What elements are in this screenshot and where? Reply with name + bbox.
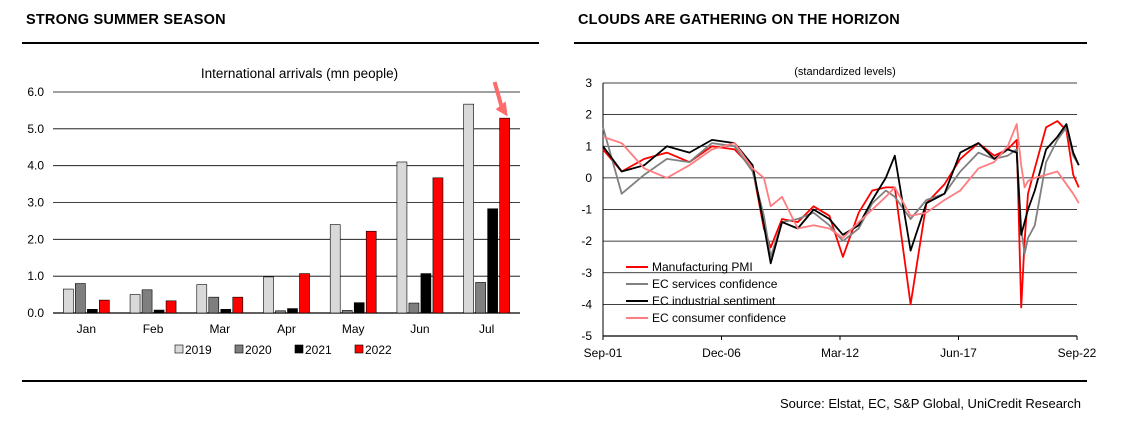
- right-panel-title: CLOUDS ARE GATHERING ON THE HORIZON: [578, 12, 900, 28]
- y-tick-label: 2.0: [27, 232, 44, 246]
- y-tick-label: 0.0: [27, 306, 44, 320]
- bar-2020-Jan: [75, 283, 86, 314]
- line-chart-subtitle: (standardized levels): [794, 66, 896, 78]
- bar-2020-Jun: [408, 302, 420, 314]
- bar-2020-Mar: [208, 296, 220, 314]
- bar-2022-May: [365, 230, 377, 314]
- annotation-arrow-head: [495, 101, 508, 117]
- y-tick-label: -1: [581, 203, 592, 217]
- legend-label-2020: 2020: [245, 343, 272, 357]
- series-line-manufacturing-pmi: [602, 120, 1080, 309]
- bar-2022-Jun: [432, 177, 444, 314]
- bar-2021-Feb: [153, 309, 165, 314]
- bar-2020-May: [341, 310, 353, 314]
- y-tick-label: -2: [581, 234, 592, 248]
- y-tick-label: 1.0: [27, 269, 44, 283]
- y-tick-label: 0: [585, 171, 592, 185]
- legend-swatch-2021: [294, 344, 304, 354]
- bar-2019-Apr: [263, 276, 274, 314]
- x-tick-label: Mar-12: [821, 346, 859, 360]
- legend-label-2019: 2019: [185, 343, 212, 357]
- series-line-ec-consumer-confidence: [602, 123, 1080, 239]
- legend-label: EC consumer confidence: [652, 311, 786, 325]
- left-panel-title: STRONG SUMMER SEASON: [26, 12, 226, 28]
- y-tick-label: -5: [581, 329, 592, 343]
- series-line-ec-services-confidence: [602, 126, 1080, 258]
- x-tick-label: Jan: [77, 322, 96, 336]
- x-tick-label: Jul: [479, 322, 494, 336]
- bar-2022-Jul: [499, 117, 510, 314]
- bar-2021-Apr: [287, 308, 298, 314]
- bar-2019-Mar: [196, 284, 208, 314]
- legend-label-2022: 2022: [365, 343, 392, 357]
- legend-swatch-2022: [354, 344, 364, 354]
- bar-2022-Jan: [99, 299, 110, 314]
- y-tick-label: 6.0: [27, 85, 44, 99]
- x-tick-label: Sep-22: [1058, 346, 1097, 360]
- y-tick-label: 3: [585, 76, 592, 90]
- legend-label-2021: 2021: [305, 343, 332, 357]
- bar-2019-Jul: [463, 103, 474, 314]
- legend-swatch-2019: [174, 344, 184, 354]
- x-tick-label: Dec-06: [702, 346, 741, 360]
- y-tick-label: 2: [585, 108, 592, 122]
- y-tick-label: -4: [581, 297, 592, 311]
- bar-2019-Feb: [129, 294, 141, 314]
- x-tick-label: Mar: [209, 322, 230, 336]
- y-tick-label: -3: [581, 266, 592, 280]
- bar-2022-Apr: [299, 273, 310, 314]
- x-tick-label: Feb: [143, 322, 164, 336]
- bar-2022-Mar: [232, 296, 244, 314]
- bar-2020-Jul: [475, 282, 486, 314]
- left-title-rule: [22, 42, 539, 44]
- x-tick-label: Jun-17: [940, 346, 977, 360]
- bar-chart-title: International arrivals (mn people): [201, 66, 398, 81]
- bar-2020-Feb: [141, 289, 153, 314]
- bar-2021-Jan: [87, 309, 98, 314]
- source-note: Source: Elstat, EC, S&P Global, UniCredi…: [779, 396, 1081, 411]
- bar-2019-May: [329, 224, 341, 314]
- y-tick-label: 5.0: [27, 122, 44, 136]
- legend-swatch-2020: [234, 344, 244, 354]
- x-tick-label: May: [342, 322, 365, 336]
- x-tick-label: Apr: [277, 322, 296, 336]
- bar-2021-Jul: [487, 208, 498, 314]
- bar-2022-Feb: [165, 300, 177, 314]
- x-tick-label: Sep-01: [584, 346, 623, 360]
- x-tick-label: Jun: [410, 322, 429, 336]
- series-line-ec-industrial-sentiment: [602, 123, 1080, 265]
- legend-label: EC industrial sentiment: [652, 294, 776, 308]
- right-title-rule: [574, 42, 1087, 44]
- bar-2021-Mar: [220, 309, 232, 314]
- arrivals-bar-chart: International arrivals (mn people) 0.0 1.0…: [27, 66, 520, 357]
- y-tick-label: 4.0: [27, 159, 44, 173]
- legend-label: EC services confidence: [652, 277, 778, 291]
- bar-2020-Apr: [275, 310, 286, 314]
- y-tick-label: 3.0: [27, 196, 44, 210]
- bar-2019-Jun: [396, 161, 408, 314]
- confidence-line-chart: (standardized levels) 3 2 1 0 -1 -2 -3 -4 -5 Sep-0…: [581, 66, 1097, 360]
- bar-2021-May: [353, 302, 365, 314]
- legend-label: Manufacturing PMI: [652, 260, 753, 274]
- bottom-rule: [22, 380, 1087, 382]
- bar-2019-Jan: [63, 288, 74, 314]
- y-tick-label: 1: [585, 139, 592, 153]
- bar-2021-Jun: [420, 273, 432, 314]
